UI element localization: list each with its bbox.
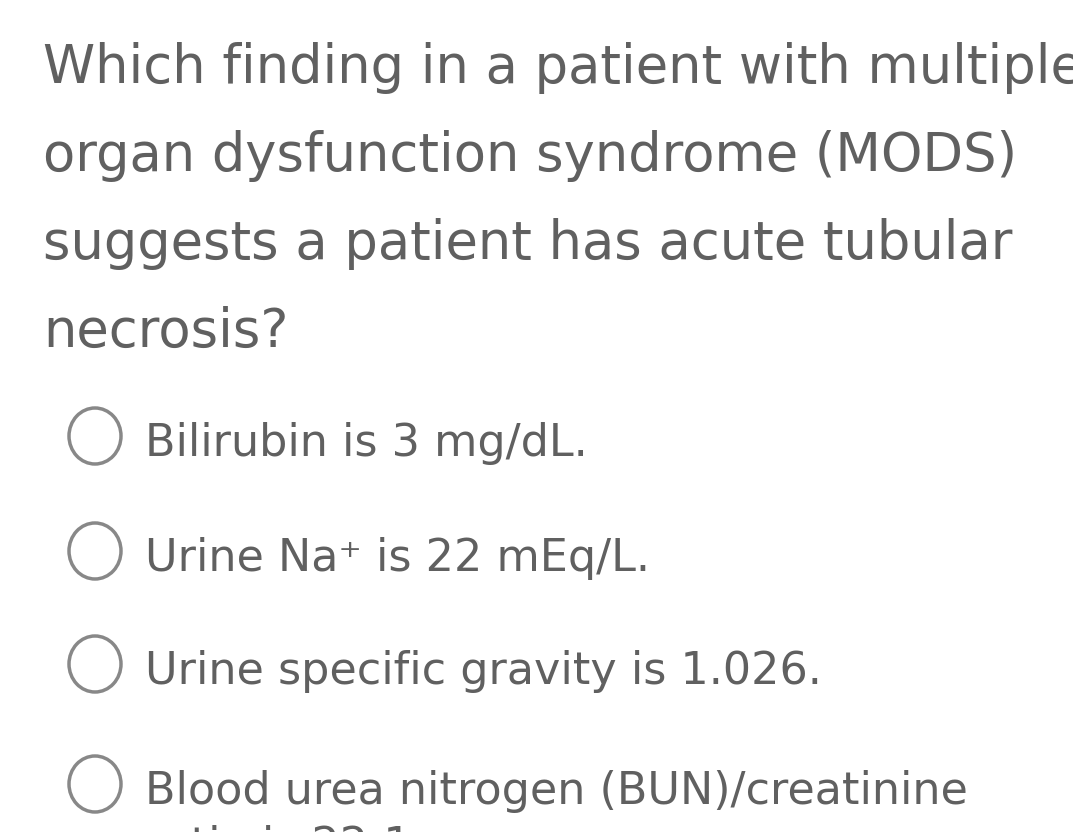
Text: Urine Na⁺ is 22 mEq/L.: Urine Na⁺ is 22 mEq/L. xyxy=(145,537,650,580)
Text: Urine specific gravity is 1.026.: Urine specific gravity is 1.026. xyxy=(145,650,822,693)
Text: organ dysfunction syndrome (MODS): organ dysfunction syndrome (MODS) xyxy=(43,130,1017,182)
Text: Blood urea nitrogen (BUN)/creatinine
ratio is 22:1.: Blood urea nitrogen (BUN)/creatinine rat… xyxy=(145,770,968,832)
Text: Which finding in a patient with multiple: Which finding in a patient with multiple xyxy=(43,42,1073,94)
Text: Bilirubin is 3 mg/dL.: Bilirubin is 3 mg/dL. xyxy=(145,422,588,465)
Text: suggests a patient has acute tubular: suggests a patient has acute tubular xyxy=(43,218,1013,270)
Text: necrosis?: necrosis? xyxy=(43,306,289,358)
